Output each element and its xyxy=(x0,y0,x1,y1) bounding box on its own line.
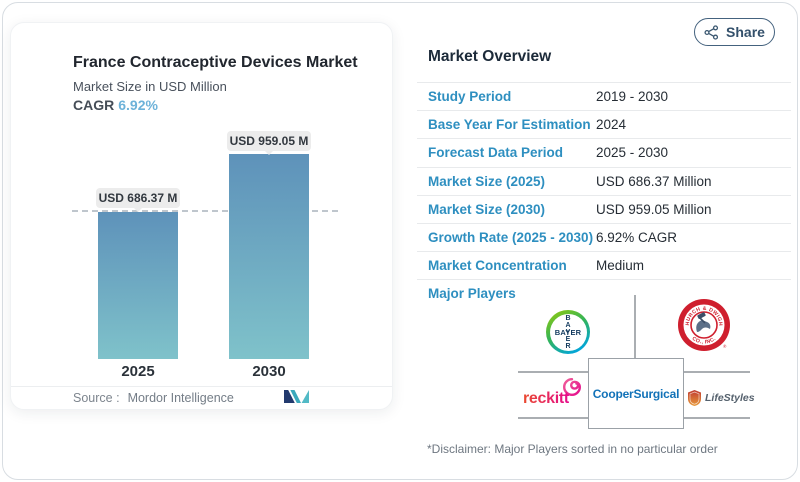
row-value: Medium xyxy=(596,258,645,274)
reckitt-spiral-icon xyxy=(562,377,582,402)
x-axis-label-2030: 2030 xyxy=(252,363,286,380)
bayer-logo: BAYER BAYER xyxy=(546,310,590,354)
table-row: Study Period 2019 - 2030 xyxy=(417,83,791,112)
reference-dashed-line xyxy=(72,210,338,212)
chart-cagr: CAGR 6.92% xyxy=(73,97,158,113)
row-label: Study Period xyxy=(428,89,512,105)
source-row: Source : Mordor Intelligence xyxy=(73,391,234,405)
reckitt-logo: reckitt xyxy=(523,377,593,411)
connector-horizontal-line xyxy=(682,417,750,419)
connector-horizontal-line xyxy=(518,371,588,373)
row-label: Market Size (2030) xyxy=(428,201,546,217)
share-button-label: Share xyxy=(726,24,765,40)
bar-2025 xyxy=(98,212,178,359)
row-value: 6.92% CAGR xyxy=(596,230,678,246)
table-row: Market Size (2025) USD 686.37 Million xyxy=(417,168,791,196)
major-players-label: Major Players xyxy=(428,286,516,301)
source-value: Mordor Intelligence xyxy=(127,391,234,405)
x-axis-label-2025: 2025 xyxy=(121,363,155,380)
source-divider xyxy=(11,386,392,387)
share-icon xyxy=(704,24,719,40)
coopersurgical-logo-box: CooperSurgical xyxy=(588,358,684,429)
disclaimer-text: *Disclaimer: Major Players sorted in no … xyxy=(427,442,718,456)
row-value: USD 959.05 Million xyxy=(596,201,712,217)
row-label: Base Year For Estimation xyxy=(428,117,591,133)
svg-text:CO., INC.: CO., INC. xyxy=(691,336,718,346)
row-label: Forecast Data Period xyxy=(428,145,564,161)
row-label: Market Concentration xyxy=(428,258,567,274)
bar-value-label-2030: USD 959.05 M xyxy=(227,131,311,155)
bayer-logo-text-vertical: BAYER xyxy=(564,314,572,350)
lifestyles-logo: LifeStyles xyxy=(688,390,755,406)
chart-title: France Contraceptive Devices Market xyxy=(73,54,358,71)
lifestyles-shield-icon xyxy=(688,390,701,406)
reckitt-logo-text: reckitt xyxy=(523,390,569,407)
row-value: 2019 - 2030 xyxy=(596,89,669,105)
connector-horizontal-line xyxy=(518,417,588,419)
registered-mark: ® xyxy=(723,343,727,349)
bar-2030 xyxy=(229,154,309,359)
bayer-logo-text: BAYER xyxy=(554,327,582,337)
mordor-intelligence-logo xyxy=(284,389,310,409)
church-and-dwight-logo: CHURCH & DWIGHT CO., INC. ® xyxy=(675,294,731,357)
connector-vertical-line xyxy=(634,295,636,358)
connector-horizontal-line xyxy=(682,371,750,373)
table-row: Market Size (2030) USD 959.05 Million xyxy=(417,196,791,224)
chart-subtitle: Market Size in USD Million xyxy=(73,79,227,94)
church-dwight-text-bottom: CO., INC. xyxy=(691,336,717,346)
table-row: Growth Rate (2025 - 2030) 6.92% CAGR xyxy=(417,224,791,253)
table-row: Base Year For Estimation 2024 xyxy=(417,111,791,140)
table-row: Market Concentration Medium xyxy=(417,252,791,281)
row-value: 2024 xyxy=(596,117,627,133)
share-button[interactable]: Share xyxy=(694,18,775,46)
overview-table: Study Period 2019 - 2030 Base Year For E… xyxy=(417,82,791,281)
chart-card: France Contraceptive Devices Market Mark… xyxy=(10,22,393,410)
bar-value-label-2025: USD 686.37 M xyxy=(96,188,180,212)
row-label: Market Size (2025) xyxy=(428,173,546,189)
row-label: Growth Rate (2025 - 2030) xyxy=(428,230,594,246)
source-label: Source : xyxy=(73,391,120,405)
cagr-value: 6.92% xyxy=(118,97,158,113)
coopersurgical-logo-text: CooperSurgical xyxy=(592,386,680,401)
cagr-label: CAGR xyxy=(73,97,115,113)
lifestyles-logo-text: LifeStyles xyxy=(705,392,755,404)
overview-title: Market Overview xyxy=(428,48,552,65)
row-value: USD 686.37 Million xyxy=(596,173,712,189)
row-value: 2025 - 2030 xyxy=(596,145,669,161)
table-row: Forecast Data Period 2025 - 2030 xyxy=(417,139,791,168)
